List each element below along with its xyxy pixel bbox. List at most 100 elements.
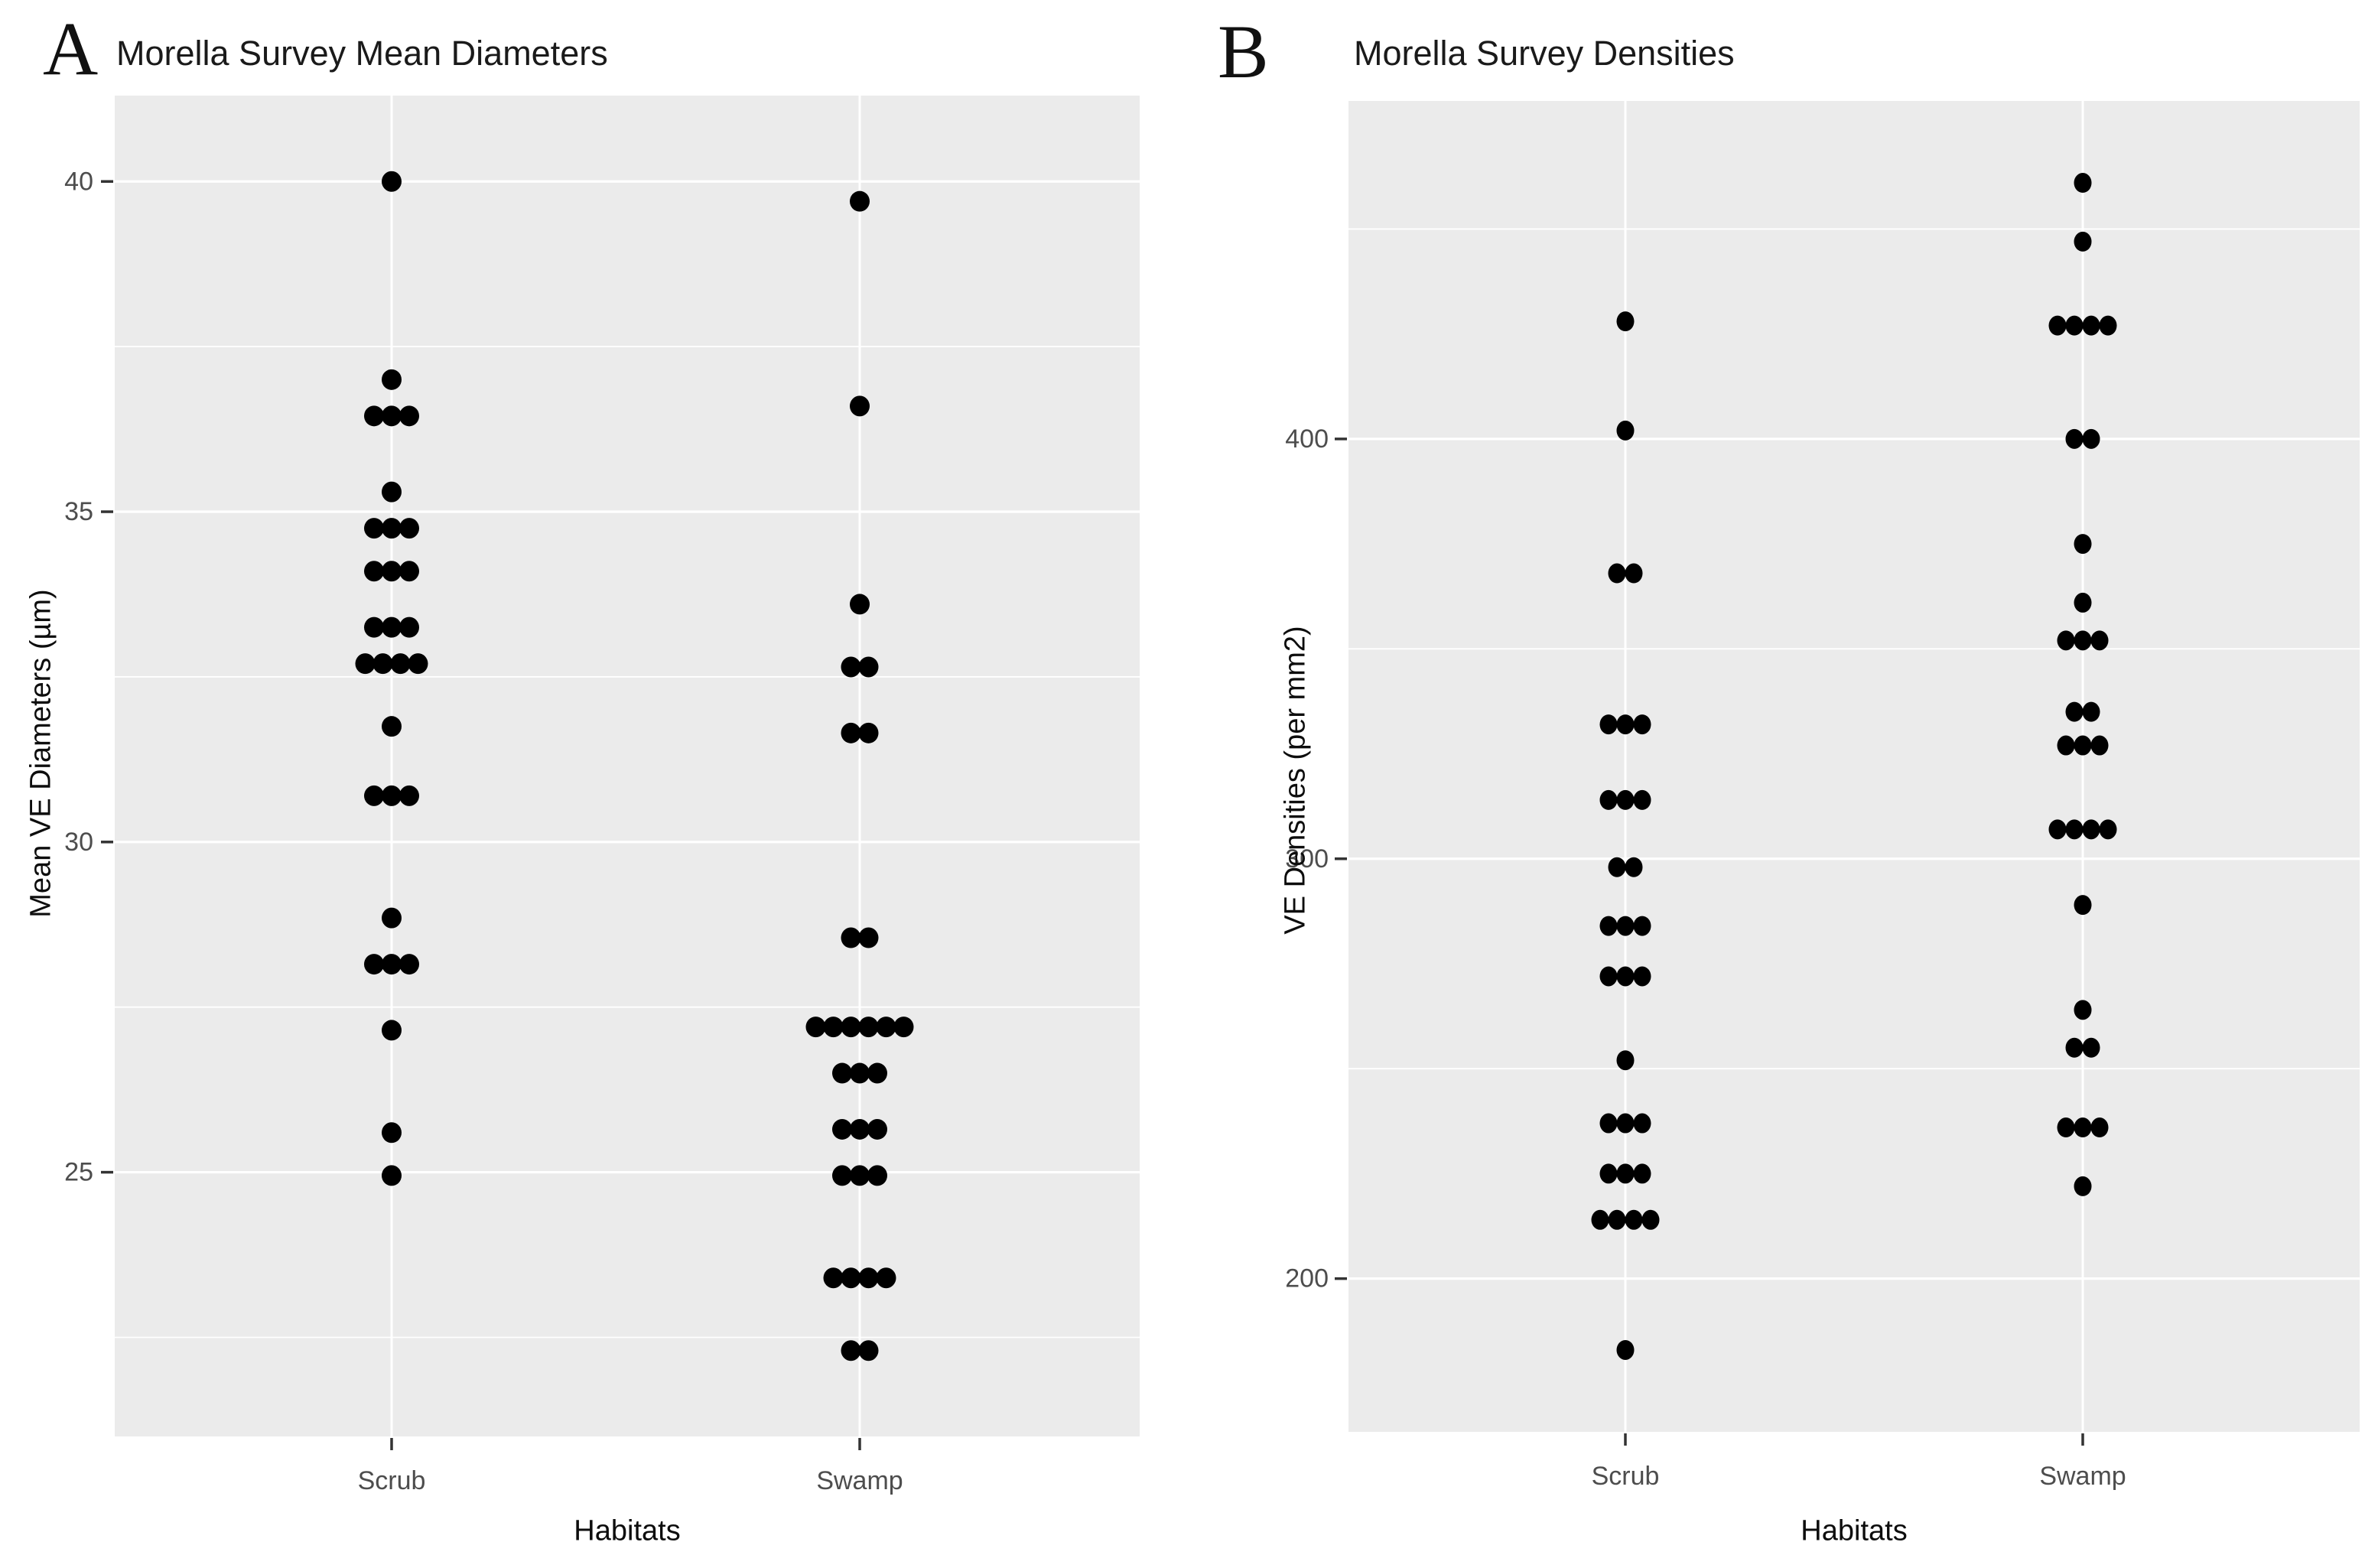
data-dot	[1625, 1209, 1643, 1230]
data-dot	[2057, 630, 2075, 651]
data-dot	[2074, 735, 2092, 756]
data-dot	[2048, 819, 2067, 840]
y-tick-label: 30	[64, 828, 93, 857]
data-dot	[832, 1118, 852, 1140]
data-dot	[858, 656, 879, 678]
data-dot	[858, 722, 879, 743]
data-dot	[867, 1165, 887, 1186]
data-dot	[382, 907, 402, 929]
data-dot	[364, 616, 384, 638]
data-dot	[1599, 789, 1618, 810]
data-dot	[382, 171, 402, 192]
data-dot	[1616, 916, 1635, 936]
data-dot	[1625, 857, 1643, 877]
data-dot	[382, 1122, 402, 1143]
data-dot	[1616, 420, 1635, 441]
data-dot	[893, 1017, 914, 1038]
data-dot	[382, 716, 402, 737]
data-dot	[2065, 701, 2084, 722]
y-tick-label: 300	[1285, 844, 1329, 873]
data-dot	[2074, 1117, 2092, 1138]
data-dot	[823, 1017, 844, 1038]
panel-b-x-axis-title: Habitats	[1801, 1514, 1908, 1547]
data-dot	[355, 653, 376, 675]
data-dot	[399, 405, 419, 427]
data-dot	[2065, 819, 2084, 840]
data-dot	[1616, 1113, 1635, 1134]
data-dot	[2074, 592, 2092, 613]
data-dot	[399, 785, 419, 806]
y-tick-label: 400	[1285, 425, 1329, 454]
data-dot	[805, 1017, 826, 1038]
data-dot	[382, 561, 402, 582]
data-dot	[2099, 819, 2117, 840]
data-dot	[382, 1165, 402, 1186]
data-dot	[372, 653, 393, 675]
data-dot	[841, 656, 861, 678]
data-dot	[841, 927, 861, 948]
x-tick-label: Swamp	[816, 1466, 903, 1495]
data-dot	[1608, 857, 1626, 877]
data-dot	[2074, 1176, 2092, 1196]
data-dot	[399, 561, 419, 582]
data-dot	[2082, 428, 2100, 449]
data-dot	[823, 1267, 844, 1289]
data-dot	[1633, 916, 1651, 936]
data-dot	[2082, 701, 2100, 722]
data-dot	[2065, 315, 2084, 336]
panel-b-title: Morella Survey Densities	[1354, 34, 1735, 73]
data-dot	[1641, 1209, 1660, 1230]
panel-background	[1348, 101, 2360, 1432]
data-dot	[1616, 789, 1635, 810]
data-dot	[1625, 563, 1643, 584]
data-dot	[399, 518, 419, 539]
data-dot	[1599, 714, 1618, 735]
y-tick-label: 200	[1285, 1264, 1329, 1293]
panel-background	[115, 96, 1140, 1436]
data-dot	[832, 1165, 852, 1186]
data-dot	[1608, 563, 1626, 584]
data-dot	[1599, 1113, 1618, 1134]
data-dot	[2099, 315, 2117, 336]
panel-a-y-axis-title: Mean VE Diameters (µm)	[24, 589, 57, 918]
data-dot	[2065, 1037, 2084, 1058]
data-dot	[841, 722, 861, 743]
data-dot	[382, 481, 402, 503]
data-dot	[2082, 315, 2100, 336]
y-tick-label: 35	[64, 497, 93, 526]
data-dot	[1616, 1050, 1635, 1071]
data-dot	[2074, 231, 2092, 252]
data-dot	[2074, 534, 2092, 555]
data-dot	[841, 1017, 861, 1038]
data-dot	[2057, 1117, 2075, 1138]
x-tick-label: Swamp	[2039, 1462, 2126, 1491]
data-dot	[876, 1017, 896, 1038]
panel-a-title: Morella Survey Mean Diameters	[116, 34, 608, 73]
data-dot	[1616, 311, 1635, 332]
data-dot	[2057, 735, 2075, 756]
data-dot	[1616, 714, 1635, 735]
data-dot	[1608, 1209, 1626, 1230]
data-dot	[382, 369, 402, 390]
data-dot	[1616, 1339, 1635, 1360]
data-dot	[832, 1062, 852, 1084]
data-dot	[1599, 966, 1618, 987]
data-dot	[850, 1062, 870, 1084]
data-dot	[364, 954, 384, 975]
data-dot	[1599, 916, 1618, 936]
data-dot	[858, 1017, 879, 1038]
data-dot	[382, 785, 402, 806]
data-dot	[2074, 630, 2092, 651]
data-dot	[2090, 1117, 2109, 1138]
data-dot	[876, 1267, 896, 1289]
data-dot	[2074, 895, 2092, 916]
panel-b-y-axis-title: VE Densities (per mm2)	[1279, 626, 1312, 935]
data-dot	[364, 518, 384, 539]
data-dot	[841, 1340, 861, 1361]
panel-a-x-axis-title: Habitats	[574, 1514, 681, 1547]
data-dot	[2082, 1037, 2100, 1058]
data-dot	[867, 1118, 887, 1140]
data-dot	[2082, 819, 2100, 840]
data-dot	[382, 616, 402, 638]
